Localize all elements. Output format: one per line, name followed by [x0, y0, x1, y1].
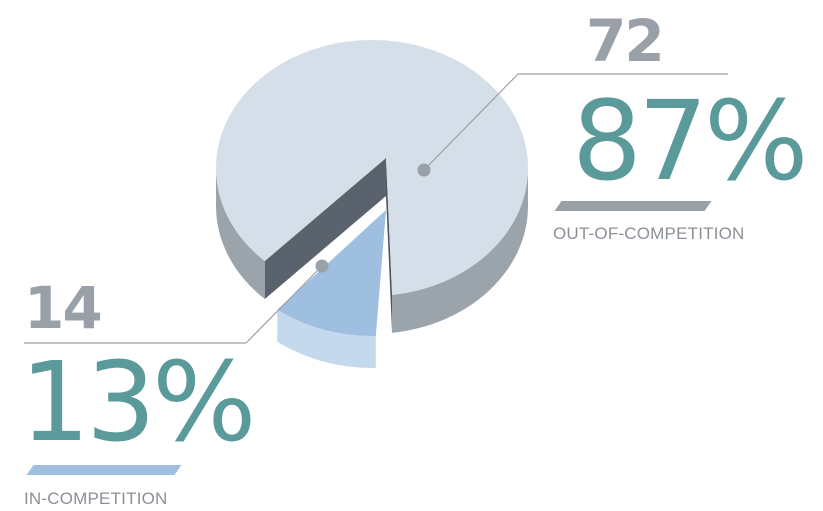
- big-slice-side-left: [216, 168, 265, 300]
- big-slice-side-right: [392, 168, 528, 333]
- out-of-competition-label: OUT-OF-COMPETITION: [553, 224, 745, 243]
- in-leader-dot: [315, 259, 329, 273]
- small-slice-top: [277, 210, 386, 336]
- in-competition-label: IN-COMPETITION: [24, 489, 168, 508]
- in-competition-percent: 13%: [20, 338, 256, 466]
- big-slice-cut-right: [386, 158, 393, 333]
- big-slice-cut-left: [264, 158, 386, 300]
- in-competition-bar: [26, 465, 182, 475]
- in-competition-count: 14: [24, 274, 103, 342]
- out-leader-dot: [417, 163, 431, 177]
- out-of-competition-count: 72: [586, 7, 665, 75]
- small-slice-side: [277, 309, 376, 369]
- in-leader-line: [245, 265, 323, 344]
- out-of-competition-bar: [554, 201, 712, 211]
- out-leader-line: [423, 73, 519, 171]
- out-of-competition-percent: 87%: [572, 77, 808, 205]
- big-slice-top: [216, 39, 528, 295]
